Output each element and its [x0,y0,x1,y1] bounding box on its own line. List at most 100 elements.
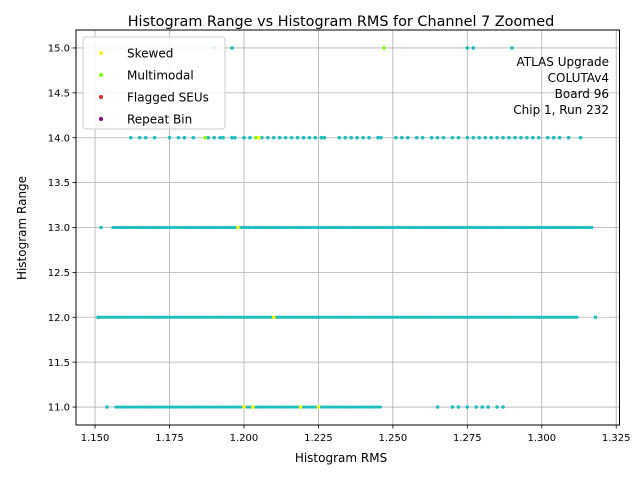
data-point [518,315,522,319]
data-point [452,225,456,230]
data-point [284,315,288,319]
data-point [175,315,179,319]
data-point [432,315,436,319]
data-point [468,315,472,319]
data-point [482,225,487,230]
data-point [237,315,241,319]
data-point [239,225,244,230]
data-point [164,405,168,409]
data-point [501,135,505,140]
data-point [480,225,484,230]
data-point [583,225,587,230]
data-point [401,225,406,230]
data-point [218,135,222,140]
annotation-line: ATLAS Upgrade [516,55,609,69]
data-point [225,225,229,230]
data-point [332,315,336,319]
data-point [198,315,203,319]
data-point [261,225,265,230]
data-point [230,46,234,50]
data-point [497,225,501,230]
data-point [342,225,346,230]
legend-label: Repeat Bin [127,112,192,126]
data-point [428,225,432,230]
data-point [316,225,320,230]
data-point [330,225,334,230]
data-point [463,225,468,230]
data-point [364,405,368,409]
data-point [244,315,248,319]
data-point [471,46,476,50]
data-point [158,225,163,230]
data-point [285,405,290,409]
data-point [477,315,481,319]
data-point [161,225,165,230]
data-point [587,225,592,230]
data-point [371,225,375,230]
data-point [585,225,589,230]
data-point [310,315,315,319]
data-point [397,225,401,230]
data-point [301,315,305,319]
data-point [420,135,425,140]
data-point [256,225,260,230]
data-point [427,315,431,319]
data-point [207,405,211,409]
data-point [307,135,312,140]
data-point [420,315,424,319]
data-point [575,225,580,230]
data-point [456,225,460,230]
data-point [451,315,455,319]
data-point [139,225,144,230]
data-point [511,225,515,230]
data-point [519,135,523,140]
data-point [348,315,353,319]
data-point [275,225,279,230]
data-point [370,315,374,319]
data-point [441,135,446,140]
data-point [134,315,138,319]
data-point [318,315,322,319]
data-point [287,225,291,230]
data-point [322,315,326,319]
data-point [340,225,344,230]
data-point [508,315,512,319]
data-point [580,225,584,230]
data-point [257,405,261,409]
data-point [391,315,396,319]
data-point [298,315,303,319]
data-point [213,315,217,319]
data-point [139,315,143,319]
data-point [380,225,384,230]
data-point [178,405,182,409]
data-point [315,315,319,319]
data-point [113,315,117,319]
x-axis: 1.150 1.175 1.200 1.225 1.250 1.275 1.300 1.325 [81,425,631,444]
data-point [223,225,227,230]
data-point [382,46,386,50]
data-point [321,405,325,409]
legend-box [82,36,226,130]
data-point [432,225,437,230]
data-point [459,225,463,230]
data-point [568,315,572,319]
data-point [346,315,350,319]
data-point [202,405,206,409]
data-point [513,225,518,230]
data-point [456,135,461,140]
data-point [266,405,270,409]
data-point [355,135,359,140]
data-point [410,315,415,319]
data-point [571,225,575,230]
data-point [167,135,172,140]
data-point [318,225,322,230]
data-point [494,225,499,230]
data-point [230,225,234,230]
data-point [151,225,156,230]
data-point [196,315,200,319]
data-point [513,135,517,140]
data-point [157,405,161,409]
data-point [231,405,235,409]
data-point [375,315,379,319]
data-point [285,225,289,230]
